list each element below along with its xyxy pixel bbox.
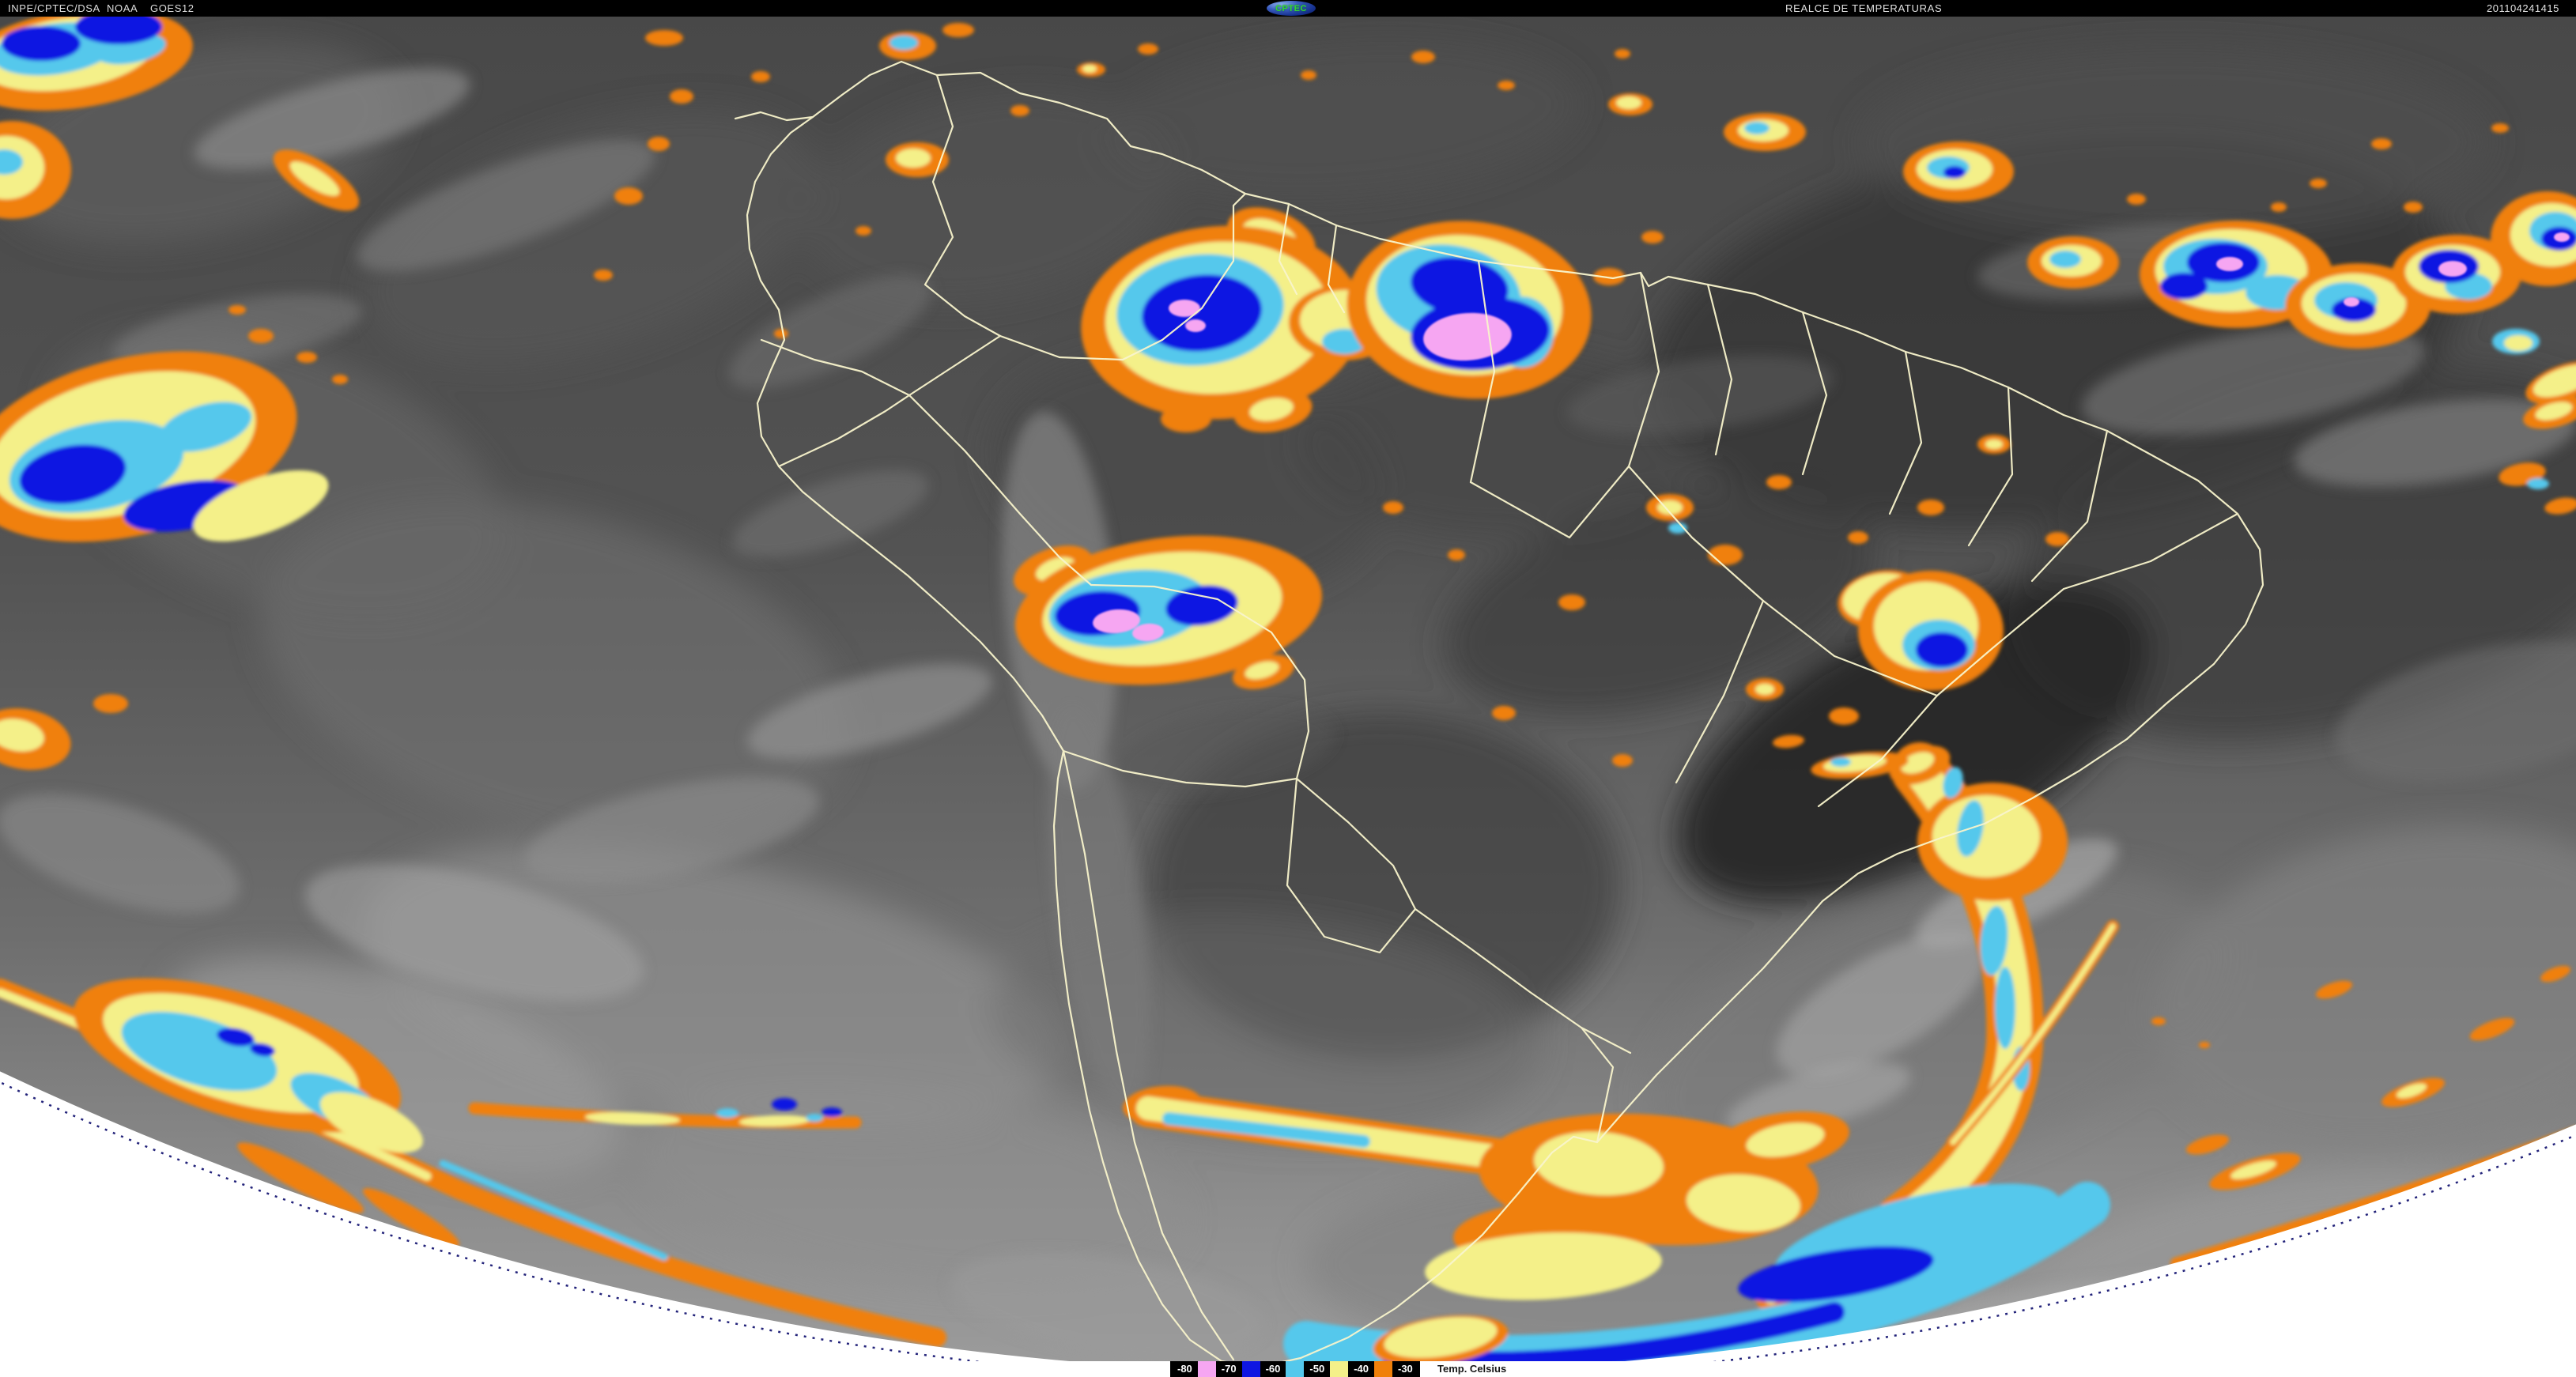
product-title: REALCE DE TEMPERATURAS — [1785, 2, 1943, 14]
legend-label: -30 — [1397, 1363, 1413, 1375]
legend-label: -70 — [1221, 1363, 1237, 1375]
cloud-streak-layer — [0, 68, 2576, 1375]
legend-swatch — [1286, 1361, 1305, 1377]
cold-core-layer — [1093, 232, 2570, 642]
noaa-label: NOAA — [107, 2, 138, 14]
legend-swatch — [1197, 1361, 1216, 1377]
legend-swatch — [1373, 1361, 1392, 1377]
legend-label: -60 — [1265, 1363, 1281, 1375]
legend-label: -50 — [1309, 1363, 1325, 1375]
legend-unit-label: Temp. Celsius — [1437, 1363, 1507, 1375]
legend-swatch — [1330, 1361, 1349, 1377]
legend-label: -80 — [1177, 1363, 1192, 1375]
legend-swatch — [1241, 1361, 1260, 1377]
legend-label: -40 — [1354, 1363, 1369, 1375]
agency-label: INPE/CPTEC/DSA — [8, 2, 100, 14]
top-bar: INPE/CPTEC/DSA NOAA GOES12 CPTEC REALCE … — [0, 0, 2576, 17]
timestamp: 201104241415 — [2487, 2, 2559, 14]
legend-strip: -80 -70 -60 -50 -40 -30 Temp. Celsius — [0, 1361, 2576, 1377]
satellite-label: GOES12 — [150, 2, 195, 14]
cptec-logo-text: CPTEC — [1275, 3, 1307, 13]
temperature-legend: -80 -70 -60 -50 -40 -30 — [1170, 1361, 1420, 1377]
border-layer — [734, 60, 2264, 1369]
cptec-logo: CPTEC — [1267, 1, 1316, 16]
